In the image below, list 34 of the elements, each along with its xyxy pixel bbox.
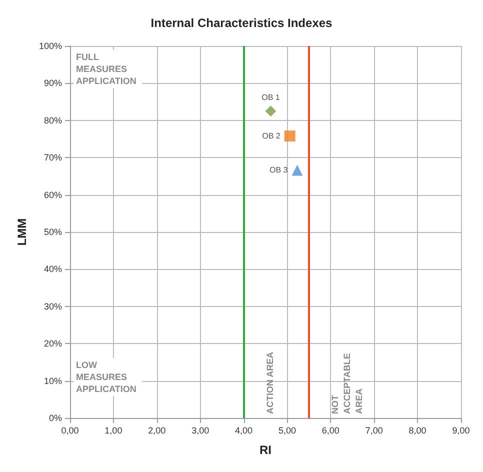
y-tick-label: 90% [44, 78, 62, 88]
y-axis-title: LMM [15, 218, 29, 246]
y-tick-label: 40% [44, 264, 62, 274]
point [265, 106, 276, 117]
x-tick-label: 8,00 [408, 426, 426, 436]
ref-line-label: NOT ACCEPTABLE AREA [330, 350, 364, 414]
annotation: LOW MEASURES APPLICATION [76, 360, 136, 394]
series-label: OB 2 [262, 132, 281, 141]
x-tick-label: 6,00 [322, 426, 340, 436]
point [284, 130, 296, 142]
chart-title: Internal Characteristics Indexes [150, 16, 333, 30]
x-tick-label: 0,00 [61, 426, 79, 436]
annotation: FULL MEASURES APPLICATION [76, 52, 136, 86]
series-label: OB 1 [262, 93, 280, 102]
y-tick-label: 80% [44, 115, 62, 126]
x-tick-label: 7,00 [365, 426, 383, 436]
y-tick-label: 0% [48, 413, 62, 423]
ref-line-label: ACTION AREA [264, 351, 275, 414]
y-tick-label: 10% [44, 376, 62, 386]
point [292, 164, 303, 176]
y-tick-label: 100% [38, 41, 62, 51]
x-tick-label: 9,00 [452, 426, 470, 436]
y-tick-label: 20% [44, 338, 62, 349]
x-tick-label: 4,00 [235, 426, 253, 436]
y-tick-label: 70% [44, 152, 62, 163]
x-tick-label: 2,00 [148, 426, 166, 436]
x-axis-title: RI [260, 443, 272, 457]
y-tick-label: 60% [44, 190, 62, 200]
series-label: OB 3 [269, 166, 288, 175]
x-tick-label: 1,00 [104, 426, 122, 436]
x-tick-label: 5,00 [278, 426, 296, 436]
y-tick-label: 30% [44, 301, 62, 312]
x-tick-label: 3,00 [192, 426, 210, 436]
y-tick-label: 50% [44, 227, 62, 237]
